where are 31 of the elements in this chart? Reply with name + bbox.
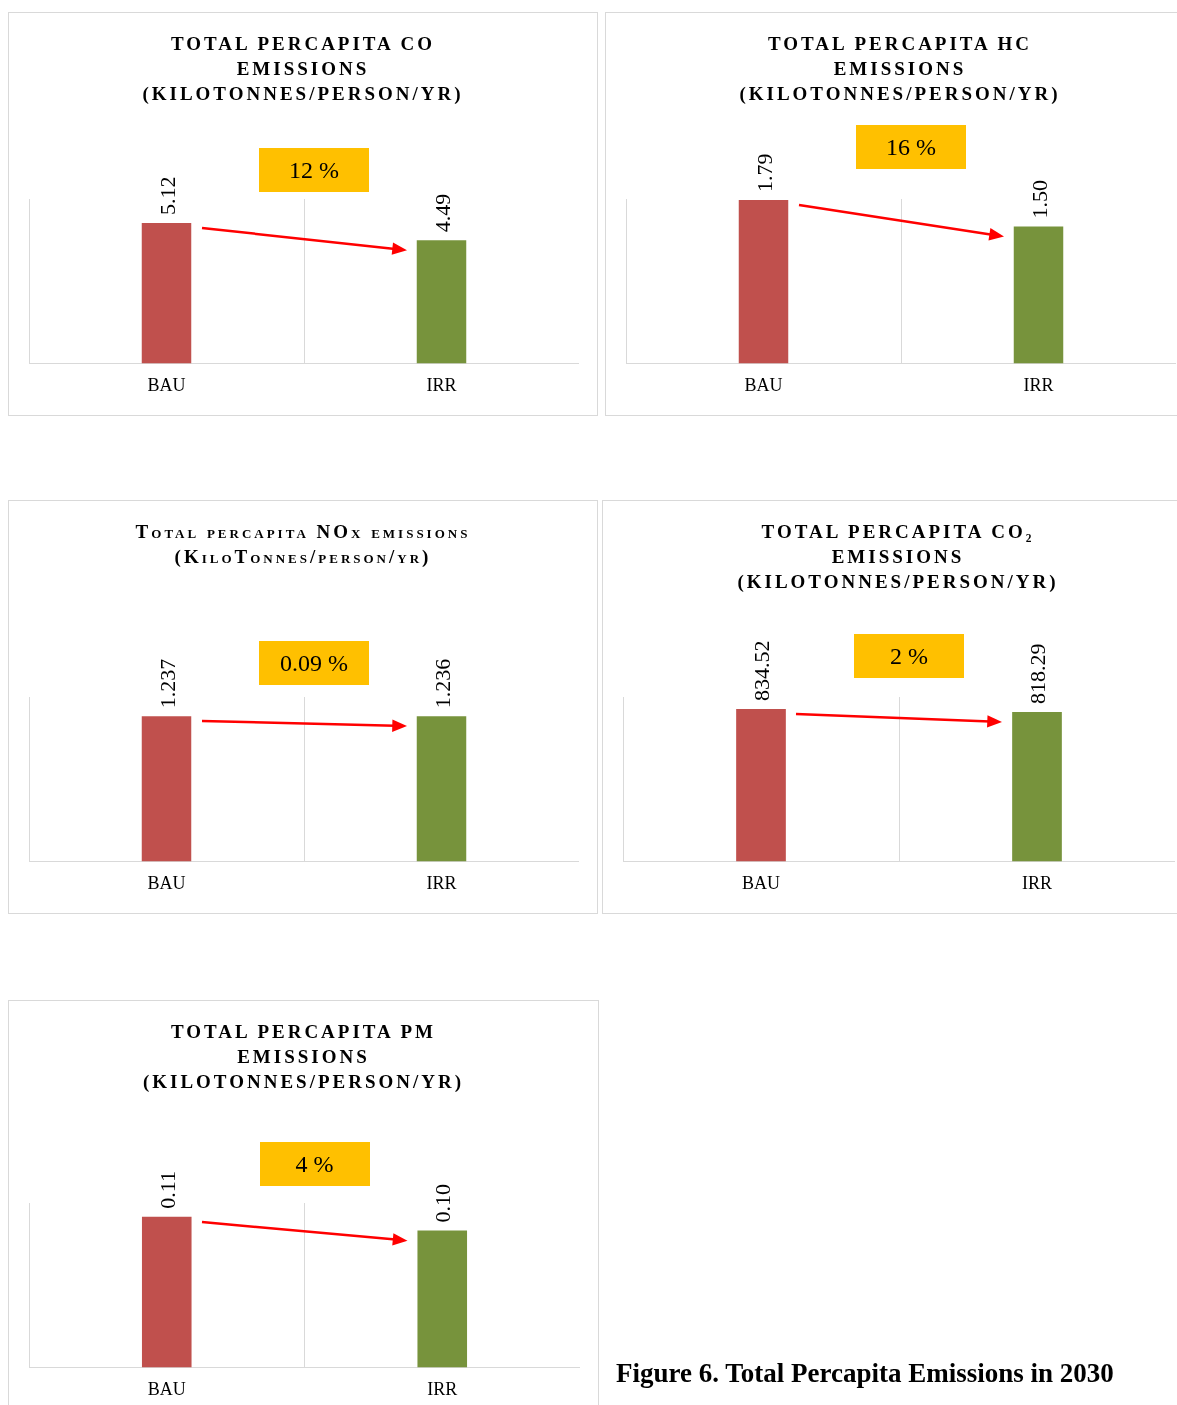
x-tick-label: BAU (147, 872, 186, 893)
text: 4 % (259, 1141, 370, 1186)
x-tick-label: IRR (426, 374, 457, 395)
text: 2 % (854, 633, 964, 678)
x-tick-label: BAU (744, 374, 783, 395)
x-tick-label: IRR (1023, 374, 1054, 395)
x-tick-label: IRR (1021, 872, 1053, 893)
x-tick-label: IRR (426, 872, 457, 893)
data-label: 1.237 (154, 658, 180, 709)
x-tick-label: IRR (427, 1378, 458, 1399)
chart-title: TOTAL PERCAPITA HC EMISSIONS (KILOTONNES/PERSON/YR) (738, 32, 1062, 106)
data-label: 0.10 (430, 1183, 456, 1223)
x-tick-label: BAU (147, 374, 186, 395)
chart-title: TOTAL PERCAPITA CO₂ EMISSIONS (KILOTONNES/PERSON/YR) (736, 520, 1060, 594)
text: 12 % (259, 148, 369, 193)
x-tick-label: BAU (741, 872, 781, 893)
chart-title: Total percapita NOx emissions (KiloTonnes/person/yr) (134, 520, 472, 569)
data-label: 0.11 (154, 1171, 180, 1209)
data-label: 834.52 (749, 640, 774, 701)
data-label: 1.236 (429, 658, 455, 709)
data-label: 4.49 (429, 193, 455, 233)
chart-title: TOTAL PERCAPITA CO EMISSIONS (KILOTONNES/PERSON/YR) (141, 32, 465, 106)
chart-title: TOTAL PERCAPITA PM EMISSIONS (KILOTONNES/PERSON/YR) (141, 1020, 466, 1094)
data-label: 5.12 (154, 176, 180, 216)
text: 16 % (856, 124, 966, 169)
caption: Figure 6. Total Percapita Emissions in 2030 (616, 1358, 1114, 1389)
x-tick-label: BAU (147, 1378, 186, 1399)
data-label: 1.79 (751, 153, 777, 192)
data-label: 818.29 (1025, 643, 1050, 704)
data-label: 1.50 (1026, 179, 1052, 219)
text: 0.09 % (259, 641, 369, 686)
